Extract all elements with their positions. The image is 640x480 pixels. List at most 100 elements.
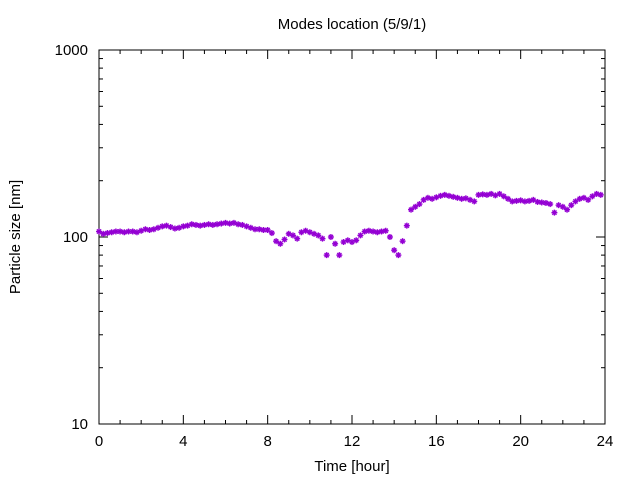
axis-ticks (98, 49, 606, 425)
data-point-stroke (446, 193, 452, 199)
data-point-stroke (286, 231, 292, 237)
data-point-stroke (273, 238, 279, 244)
data-point (319, 235, 326, 242)
data-point-stroke (315, 232, 321, 238)
data-point-stroke (336, 252, 342, 258)
data-point (391, 247, 398, 254)
data-point-stroke (501, 193, 507, 199)
data-point-stroke (319, 236, 326, 242)
data-point (471, 198, 478, 205)
data-point-stroke (534, 199, 541, 205)
data-point-stroke (193, 222, 199, 228)
data-points (96, 190, 604, 259)
data-point-stroke (400, 238, 406, 244)
data-point (454, 194, 461, 201)
data-point-stroke (391, 247, 397, 253)
data-point (412, 203, 419, 210)
data-point (201, 221, 208, 228)
data-point-stroke (206, 221, 212, 227)
data-point-stroke (404, 223, 410, 229)
data-point (268, 230, 275, 237)
data-point-stroke (551, 210, 557, 216)
data-point-stroke (235, 221, 241, 227)
data-point (125, 228, 132, 235)
data-point (403, 222, 410, 229)
data-point-stroke (572, 198, 579, 205)
x-tick-label: 24 (597, 433, 614, 450)
data-point (357, 232, 364, 239)
data-point-stroke (218, 220, 224, 227)
y-tick-label: 10 (71, 416, 88, 433)
data-point-stroke (256, 226, 262, 232)
data-point (226, 220, 233, 227)
plot-frame (98, 49, 606, 425)
data-point (180, 223, 187, 230)
data-point-stroke (332, 241, 338, 247)
data-point (277, 240, 284, 247)
data-point-stroke (210, 222, 216, 228)
data-point (416, 201, 423, 208)
data-point-stroke (324, 252, 330, 258)
data-point-stroke (222, 220, 229, 226)
y-tick-label: 100 (63, 229, 88, 246)
data-point-stroke (345, 237, 351, 243)
data-point-stroke (303, 228, 309, 234)
data-point-stroke (598, 192, 604, 198)
data-point (551, 209, 558, 216)
data-point-stroke (480, 191, 486, 197)
data-point-stroke (189, 221, 195, 227)
data-point-stroke (543, 200, 549, 206)
data-point-stroke (395, 252, 401, 258)
data-point (496, 190, 503, 197)
data-point (96, 228, 102, 235)
data-point-stroke (387, 234, 393, 240)
data-point (188, 221, 195, 228)
data-point-stroke (366, 228, 372, 234)
data-point-stroke (425, 195, 431, 201)
data-point-stroke (260, 227, 267, 233)
y-tick-label: 1000 (55, 42, 88, 59)
data-point-stroke (593, 191, 600, 197)
data-point-stroke (125, 228, 132, 235)
data-point-stroke (513, 198, 520, 204)
data-point-stroke (307, 229, 313, 235)
data-point (104, 230, 111, 237)
data-point (332, 240, 339, 247)
data-point-stroke (163, 223, 170, 229)
data-point-stroke (269, 230, 275, 236)
data-point-stroke (117, 228, 123, 235)
data-point (589, 193, 596, 200)
data-point (205, 221, 212, 228)
axis-tick-labels: 0 4 8 12 16 20 24 10 100 1000 (55, 42, 614, 450)
data-point-stroke (281, 236, 288, 243)
data-point (336, 252, 343, 259)
data-point-stroke (113, 228, 119, 235)
data-point-stroke (239, 222, 245, 228)
x-tick-label: 4 (179, 433, 187, 450)
data-point-stroke (530, 197, 536, 203)
x-axis-label: Time [hour] (314, 458, 389, 475)
data-point-stroke (142, 226, 148, 232)
data-point-stroke (488, 191, 494, 197)
chart-title: Modes location (5/9/1) (278, 16, 426, 33)
data-point-stroke (450, 194, 456, 200)
data-point-stroke (357, 232, 364, 238)
data-point-stroke (585, 197, 591, 203)
data-point-stroke (227, 220, 233, 227)
data-point (572, 198, 579, 205)
data-point-stroke (328, 234, 334, 240)
data-point-stroke (168, 224, 174, 230)
data-point (580, 194, 587, 201)
data-point (264, 227, 271, 234)
data-point (353, 237, 360, 244)
data-point (559, 203, 566, 210)
data-point-stroke (459, 196, 465, 202)
data-point (294, 235, 301, 242)
data-point-stroke (581, 195, 587, 201)
x-tick-label: 16 (428, 433, 445, 450)
data-point (395, 252, 402, 259)
data-point (441, 191, 448, 198)
data-point (252, 226, 259, 233)
data-point-stroke (442, 192, 448, 198)
